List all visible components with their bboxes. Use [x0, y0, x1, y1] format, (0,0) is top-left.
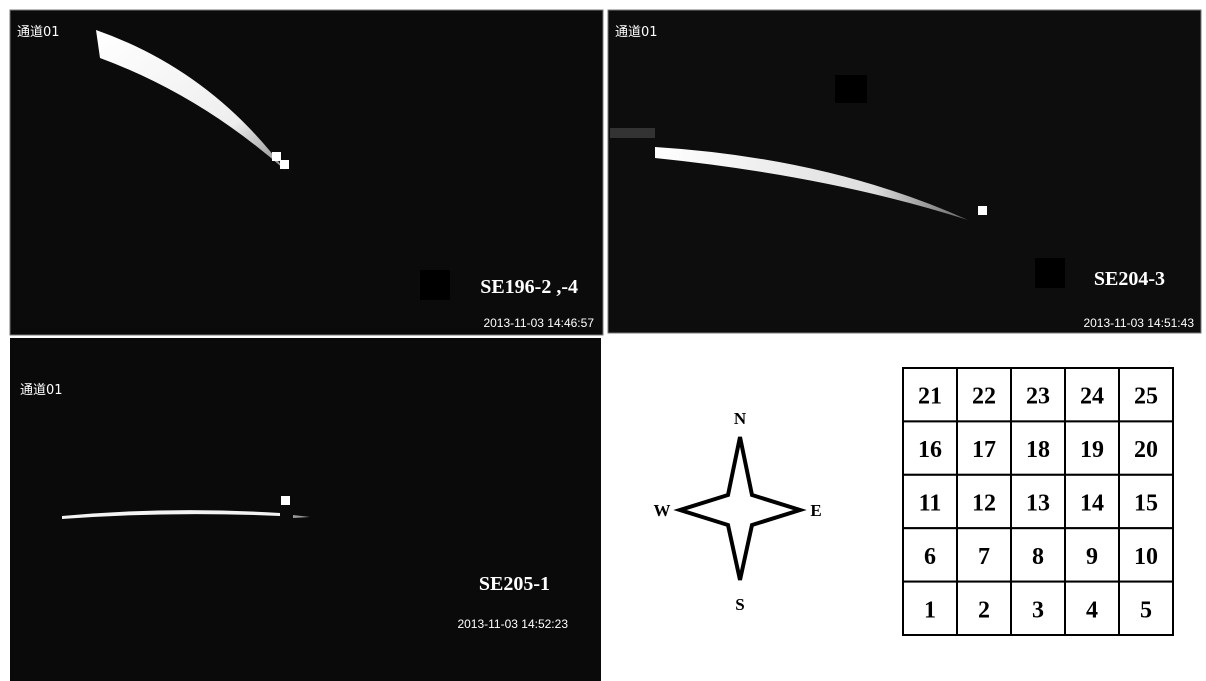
grid-number: 13 — [1026, 491, 1050, 517]
timestamp: 2013-11-03 14:46:57 — [483, 316, 594, 330]
grid-number: 5 — [1140, 597, 1152, 623]
grid-number: 15 — [1134, 491, 1158, 517]
timestamp: 2013-11-03 14:52:23 — [457, 617, 568, 631]
frame-label: SE196-2 ,-4 — [480, 276, 578, 298]
mask — [420, 270, 450, 300]
camera-frame: 通道01 SE205-1 2013-11-03 14:52:23 — [10, 338, 601, 681]
compass-west: W — [654, 501, 671, 520]
grid-number: 1 — [924, 597, 936, 623]
compass: N E S W — [654, 409, 822, 614]
glow — [610, 128, 655, 138]
camera-frame: 通道01 SE196-2 ,-4 2013-11-03 14:46:57 — [10, 10, 603, 335]
compass-north: N — [734, 409, 747, 428]
marker — [281, 496, 290, 505]
grid-number: 3 — [1032, 597, 1044, 623]
grid-number: 8 — [1032, 544, 1044, 570]
grid-number: 24 — [1080, 384, 1104, 410]
timestamp: 2013-11-03 14:51:43 — [1083, 316, 1194, 330]
grid-number: 10 — [1134, 544, 1158, 570]
compass-east: E — [810, 501, 821, 520]
grid-number: 14 — [1080, 491, 1104, 517]
grid-number: 21 — [918, 384, 942, 410]
grid-number: 16 — [918, 437, 942, 463]
channel: 通道01 — [17, 25, 60, 40]
compass-south: S — [735, 595, 744, 614]
grid-number: 6 — [924, 544, 936, 570]
grid-number: 11 — [919, 491, 942, 517]
grid-number: 9 — [1086, 544, 1098, 570]
marker — [978, 206, 987, 215]
frame-label: SE205-1 — [479, 573, 550, 595]
channel: 通道01 — [615, 25, 658, 40]
mask — [835, 75, 867, 103]
channel: 通道01 — [20, 383, 63, 398]
grid-number: 19 — [1080, 437, 1104, 463]
mask — [1035, 258, 1065, 288]
grid-number: 2 — [978, 597, 990, 623]
camera-frame: 通道01 SE204-3 2013-11-03 14:51:43 — [608, 10, 1201, 333]
grid-number: 18 — [1026, 437, 1050, 463]
figure: 通道01 SE196-2 ,-4 2013-11-03 14:46:57 通道0… — [0, 0, 1206, 681]
marker — [280, 160, 289, 169]
grid-number: 25 — [1134, 384, 1158, 410]
grid-number: 23 — [1026, 384, 1050, 410]
grid-number: 4 — [1086, 597, 1098, 623]
grid-number: 7 — [978, 544, 990, 570]
grid-number: 22 — [972, 384, 996, 410]
grid-number: 17 — [972, 437, 996, 463]
marker — [272, 152, 281, 161]
frame-label: SE204-3 — [1094, 268, 1165, 290]
compass-star — [680, 437, 800, 580]
grid-number: 20 — [1134, 437, 1158, 463]
grid-number: 12 — [972, 491, 996, 517]
